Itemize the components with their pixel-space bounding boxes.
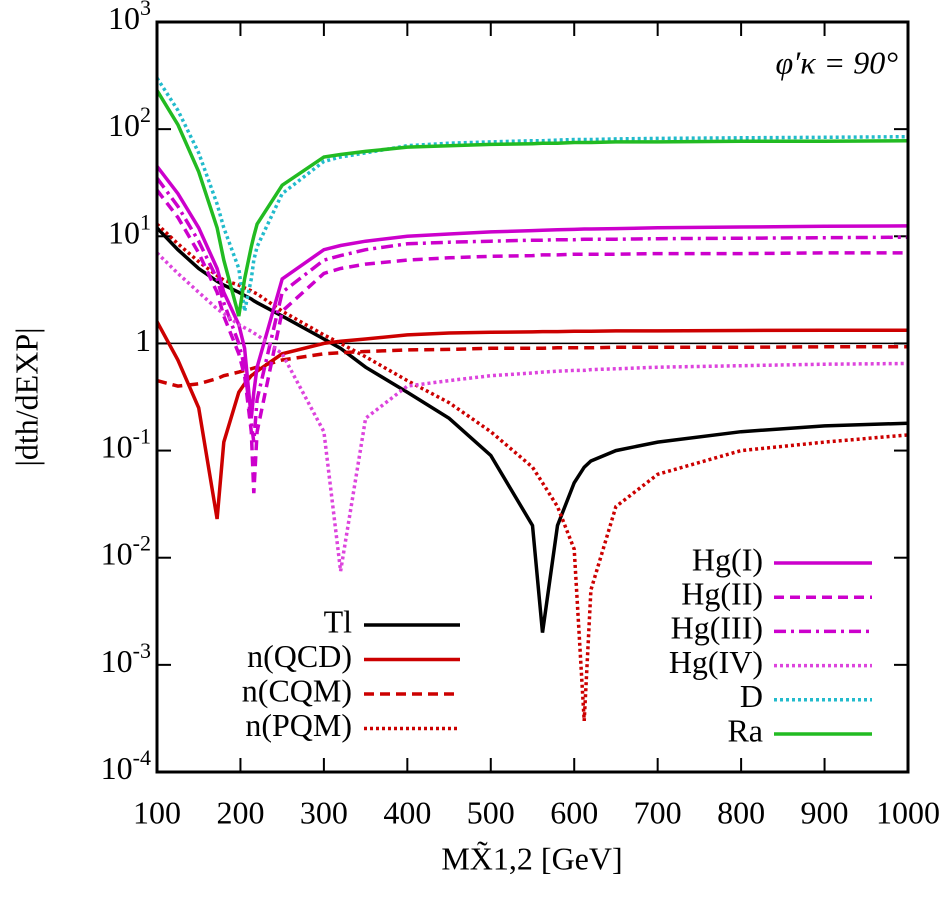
- legend-label: D: [740, 678, 763, 714]
- x-tick-label: 800: [717, 794, 765, 830]
- y-tick-label: 10-4: [101, 745, 151, 786]
- x-tick-label: 1000: [876, 794, 940, 830]
- legend-label: Hg(I): [692, 541, 763, 577]
- tick-base: 10: [108, 0, 140, 36]
- annotation: φ′κ = 90°: [776, 44, 899, 80]
- tick-base: 10: [101, 536, 133, 572]
- series-line: [157, 165, 908, 419]
- tick-exponent: -3: [133, 638, 151, 663]
- tick-exponent: -2: [133, 531, 151, 556]
- tick-exponent: -1: [133, 424, 151, 449]
- x-axis-label: MX̃1,2 [GeV]: [441, 840, 622, 876]
- series-line: [157, 176, 908, 443]
- tick-exponent: -4: [133, 745, 151, 770]
- x-tick-label: 100: [133, 794, 181, 830]
- series-line: [157, 189, 908, 494]
- y-tick-label: 103: [108, 0, 151, 36]
- y-tick-label: 10-1: [101, 424, 151, 465]
- plot-frame: [155, 20, 910, 774]
- x-tick-label: 900: [801, 794, 849, 830]
- legend-label: Hg(II): [681, 576, 763, 612]
- x-tick-label: 700: [634, 794, 682, 830]
- y-tick-label: 101: [108, 209, 151, 250]
- tick-base: 10: [101, 429, 133, 465]
- legend-label: Hg(III): [671, 610, 763, 646]
- x-tick-label: 500: [467, 794, 515, 830]
- series-line: [157, 89, 908, 317]
- y-axis-label: |dth/dEXP|: [8, 327, 44, 466]
- y-tick-label: 1: [135, 322, 151, 358]
- legend-label: Tl: [324, 603, 353, 639]
- tick-exponent: 2: [140, 102, 151, 127]
- y-tick-label: 102: [108, 102, 151, 143]
- legend-label: n(CQM): [242, 672, 352, 708]
- series-line: [157, 320, 908, 520]
- series-line: [157, 251, 908, 572]
- y-tick-label: 10-2: [101, 531, 151, 572]
- x-tick-label: 400: [383, 794, 431, 830]
- legend-label: Hg(IV): [669, 644, 763, 680]
- legend-label: n(PQM): [245, 707, 352, 743]
- tick-base: 10: [108, 107, 140, 143]
- y-tick-label: 10-3: [101, 638, 151, 679]
- tick-base: 10: [101, 643, 133, 679]
- legend-label: n(QCD): [247, 638, 352, 674]
- x-tick-label: 200: [216, 794, 264, 830]
- tick-exponent: 1: [140, 209, 151, 234]
- legend-label: Ra: [727, 712, 763, 748]
- x-tick-label: 300: [300, 794, 348, 830]
- series-line: [157, 345, 908, 388]
- tick-exponent: 3: [140, 0, 151, 20]
- x-tick-label: 600: [550, 794, 598, 830]
- tick-base: 10: [101, 750, 133, 786]
- series-line: [157, 222, 908, 722]
- tick-base: 10: [108, 215, 140, 251]
